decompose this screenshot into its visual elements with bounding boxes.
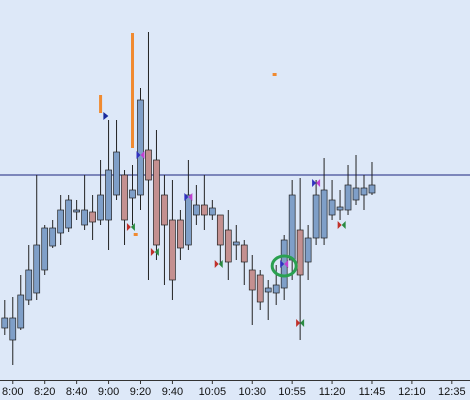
x-tick-label: 12:35 (438, 386, 466, 398)
x-tick-label: 8:20 (34, 386, 55, 398)
signal-bowtie-left (312, 179, 317, 187)
candle-body (336, 206, 344, 211)
candle-body (49, 227, 57, 247)
candle-body (248, 269, 256, 291)
candle-body (344, 184, 352, 211)
signal-bowtie-right (140, 151, 145, 159)
signal-bowtie-right (316, 179, 321, 187)
signal-bowtie-right (300, 319, 305, 327)
candle-body (169, 219, 176, 281)
candle-body (193, 204, 200, 216)
signal-bowtie-right (218, 260, 223, 268)
signal-ring (270, 254, 298, 278)
candle-body (41, 227, 49, 271)
candle-body (137, 99, 144, 196)
candle-body (272, 284, 280, 294)
candle-body (208, 207, 216, 216)
candle-body (81, 209, 88, 226)
candle-body (368, 184, 376, 194)
candle-body (9, 317, 17, 341)
candle-body (25, 269, 33, 301)
candle-body (328, 199, 336, 216)
x-tick-label: 8:40 (66, 386, 87, 398)
signal-bowtie-left (337, 221, 342, 229)
candle-body (145, 149, 152, 181)
candle-body (73, 209, 80, 213)
x-tick-label: 10:05 (199, 386, 227, 398)
candle-body (201, 204, 208, 216)
candle-body (65, 199, 72, 229)
candle-body (232, 241, 240, 246)
x-tick-label: 12:10 (398, 386, 426, 398)
signal-bowtie-right (341, 221, 346, 229)
candle-body (256, 274, 264, 303)
candle-body (89, 211, 96, 223)
candle-body (161, 194, 168, 226)
x-tick-label: 10:55 (278, 386, 306, 398)
candle-body (129, 189, 136, 199)
candle-body (304, 237, 312, 263)
signal-triangle (103, 112, 109, 120)
signal-bowtie-left (296, 319, 301, 327)
x-tick-label: 9:20 (130, 386, 151, 398)
x-tick-label: 9:40 (162, 386, 183, 398)
candle-body (224, 229, 232, 263)
x-tick-label: 10:30 (238, 386, 266, 398)
candle-body (185, 194, 192, 246)
candle-body (33, 244, 41, 294)
signal-bowtie-left (126, 223, 131, 231)
candle-body (312, 194, 320, 239)
candle-body (17, 294, 25, 329)
x-tick-label: 11:45 (359, 386, 386, 398)
x-tick-label: 9:00 (98, 386, 119, 398)
signal-dot (133, 233, 138, 236)
x-tick-label: 11:20 (319, 386, 346, 398)
signal-bowtie-left (136, 151, 141, 159)
candle-body (352, 187, 360, 201)
signal-bowtie-right (284, 260, 289, 268)
candle-body (121, 174, 128, 221)
signal-dot (272, 73, 277, 76)
candle-body (240, 244, 248, 263)
candle-body (288, 194, 296, 261)
candle-body (264, 287, 272, 293)
signal-bowtie-left (214, 260, 219, 268)
candle-body (296, 229, 304, 276)
candle-body (1, 317, 9, 329)
candle-body (113, 151, 120, 196)
signal-bowtie-right (188, 193, 193, 201)
signal-bowtie-left (150, 248, 155, 256)
signal-bowtie-left (184, 193, 189, 201)
candle-body (177, 219, 184, 249)
signal-bowtie-left (280, 260, 285, 268)
x-tick-label: 8:00 (2, 386, 23, 398)
candle-body (360, 187, 368, 196)
candle-body (105, 169, 112, 221)
signal-bowtie-right (130, 223, 135, 231)
candle-body (216, 214, 224, 246)
signal-bowtie-right (154, 248, 159, 256)
candle-body (57, 209, 65, 234)
candle-body (153, 159, 160, 246)
candle-body (320, 189, 328, 239)
candle-body (97, 194, 104, 221)
